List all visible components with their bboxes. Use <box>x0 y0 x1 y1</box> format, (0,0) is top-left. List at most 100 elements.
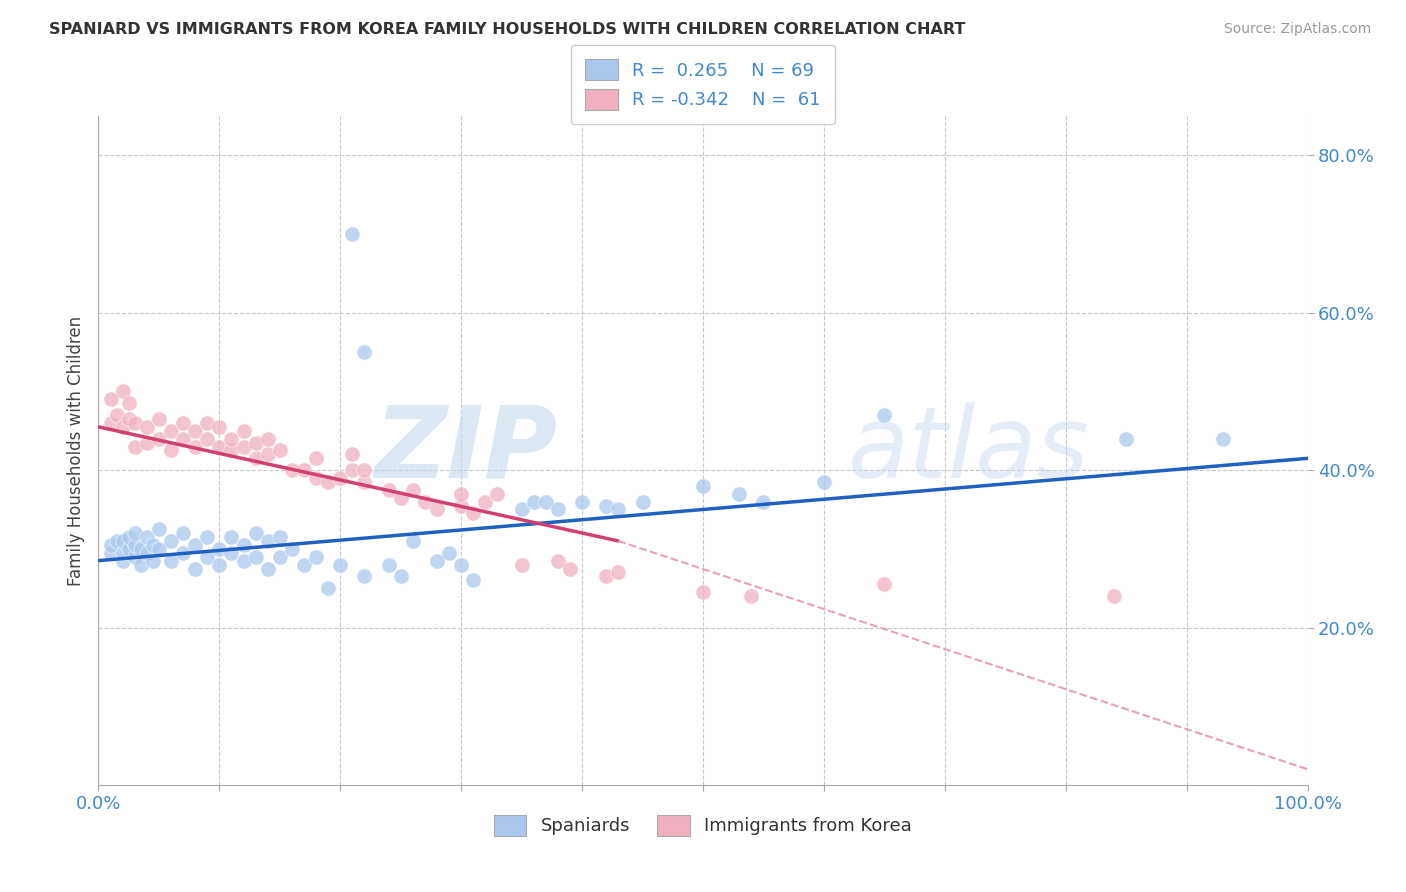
Point <box>172 546 194 560</box>
Legend: Spaniards, Immigrants from Korea: Spaniards, Immigrants from Korea <box>486 807 920 843</box>
Point <box>160 424 183 438</box>
Point <box>148 412 170 426</box>
Point <box>256 561 278 575</box>
Point <box>221 546 243 560</box>
Point <box>221 530 243 544</box>
Point <box>256 447 278 461</box>
Point <box>413 494 436 508</box>
Point <box>135 530 157 544</box>
Point <box>111 546 134 560</box>
Point <box>172 526 194 541</box>
Point <box>463 574 485 588</box>
Point <box>195 549 218 564</box>
Point <box>105 533 128 548</box>
Point <box>1115 432 1137 446</box>
Point <box>111 533 134 548</box>
Point <box>873 577 896 591</box>
Point <box>135 420 157 434</box>
Point <box>571 494 593 508</box>
Point <box>135 435 157 450</box>
Point <box>221 443 243 458</box>
Point <box>195 416 218 430</box>
Point <box>118 412 141 426</box>
Point <box>389 569 412 583</box>
Point <box>329 471 352 485</box>
Point <box>342 463 364 477</box>
Point <box>631 494 654 508</box>
Point <box>124 549 146 564</box>
Point <box>547 554 569 568</box>
Point <box>450 487 472 501</box>
Point <box>100 392 122 407</box>
Point <box>292 558 315 572</box>
Point <box>256 432 278 446</box>
Point <box>269 443 291 458</box>
Point <box>510 558 533 572</box>
Point <box>208 541 231 556</box>
Point <box>463 507 485 521</box>
Point <box>111 384 134 399</box>
Point <box>342 227 364 241</box>
Point <box>148 432 170 446</box>
Point <box>232 538 254 552</box>
Point <box>148 541 170 556</box>
Point <box>305 549 328 564</box>
Point <box>426 554 449 568</box>
Point <box>172 432 194 446</box>
Point <box>1102 589 1125 603</box>
Point <box>142 538 165 552</box>
Point <box>160 443 183 458</box>
Point <box>813 475 835 489</box>
Point <box>184 561 207 575</box>
Point <box>111 554 134 568</box>
Point <box>184 424 207 438</box>
Point <box>160 554 183 568</box>
Point <box>118 396 141 410</box>
Point <box>353 463 375 477</box>
Point <box>450 499 472 513</box>
Point <box>221 432 243 446</box>
Point <box>208 558 231 572</box>
Point <box>232 554 254 568</box>
Point <box>377 483 399 497</box>
Point <box>111 420 134 434</box>
Point <box>184 440 207 454</box>
Point <box>142 554 165 568</box>
Point <box>208 420 231 434</box>
Point <box>129 541 152 556</box>
Text: ZIP: ZIP <box>375 402 558 499</box>
Text: atlas: atlas <box>848 402 1090 499</box>
Point <box>1212 432 1234 446</box>
Point <box>692 585 714 599</box>
Point <box>692 479 714 493</box>
Point <box>100 546 122 560</box>
Point <box>292 463 315 477</box>
Point <box>377 558 399 572</box>
Point <box>353 475 375 489</box>
Point <box>402 483 425 497</box>
Point <box>245 526 267 541</box>
Point <box>873 408 896 422</box>
Point <box>329 558 352 572</box>
Point <box>100 538 122 552</box>
Point <box>558 561 581 575</box>
Point <box>195 530 218 544</box>
Point <box>305 451 328 466</box>
Point <box>426 502 449 516</box>
Point <box>124 538 146 552</box>
Point <box>353 345 375 359</box>
Point <box>595 499 617 513</box>
Point <box>269 549 291 564</box>
Point <box>728 487 751 501</box>
Point <box>752 494 775 508</box>
Point <box>316 475 339 489</box>
Point <box>100 416 122 430</box>
Point <box>402 533 425 548</box>
Point <box>510 502 533 516</box>
Point <box>256 533 278 548</box>
Point <box>389 491 412 505</box>
Point <box>118 541 141 556</box>
Point <box>316 581 339 595</box>
Point <box>232 440 254 454</box>
Point <box>450 558 472 572</box>
